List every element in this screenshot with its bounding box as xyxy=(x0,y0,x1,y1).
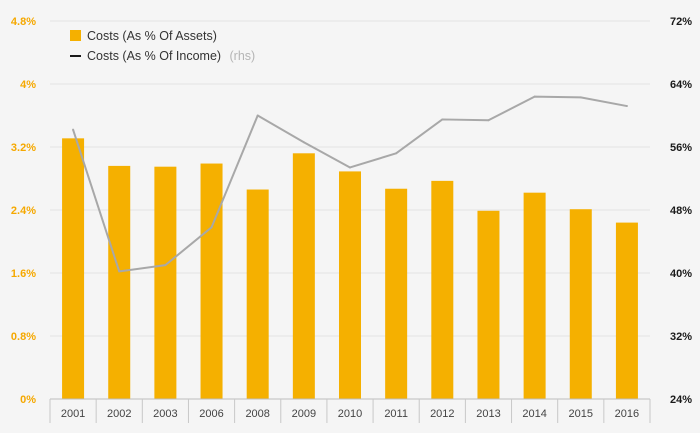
x-tick-label: 2008 xyxy=(245,408,269,420)
bar xyxy=(431,180,454,399)
line-point xyxy=(441,118,444,121)
y-left-tick-label: 2.4% xyxy=(11,205,36,217)
legend-line-label: Costs (As % Of Income) (rhs) xyxy=(87,47,255,64)
y-left-tick-label: 4% xyxy=(20,79,36,91)
legend-bar-swatch xyxy=(70,30,81,41)
line-point xyxy=(625,105,628,108)
bar-series xyxy=(62,138,638,399)
line-point xyxy=(118,270,121,273)
legend-line-name: Costs (As % Of Income) xyxy=(87,49,221,63)
axes: 0% 24% 0.8% 32% 1.6% 40% 2.4% 48% 3.2% 56% 4% 64% 4.… xyxy=(11,16,692,423)
y-right-tick-label: 40% xyxy=(670,268,692,280)
line-point xyxy=(533,95,536,98)
bar xyxy=(569,209,592,399)
bar xyxy=(62,138,85,399)
legend-bar-label: Costs (As % Of Assets) xyxy=(87,29,217,43)
legend-line-suffix: (rhs) xyxy=(230,49,256,63)
x-tick-label: 2009 xyxy=(292,408,316,420)
y-right-tick-label: 56% xyxy=(670,142,692,154)
x-tick-label: 2006 xyxy=(199,408,223,420)
x-tick-label: 2016 xyxy=(615,408,639,420)
line-series xyxy=(72,95,628,273)
x-tick-label: 2013 xyxy=(476,408,500,420)
x-tick-label: 2002 xyxy=(107,408,131,420)
y-left-tick-label: 1.6% xyxy=(11,268,36,280)
x-tick-label: 2010 xyxy=(338,408,362,420)
x-tick-label: 2003 xyxy=(153,408,177,420)
y-left-tick-label: 3.2% xyxy=(11,142,36,154)
y-right-tick-label: 24% xyxy=(670,394,692,406)
y-right-tick-label: 32% xyxy=(670,331,692,343)
x-tick-label: 2014 xyxy=(522,408,546,420)
line-point xyxy=(164,264,167,267)
line-point xyxy=(210,226,213,229)
line-point xyxy=(72,128,75,131)
bar xyxy=(477,210,500,399)
x-tick-label: 2012 xyxy=(430,408,454,420)
line-point xyxy=(256,114,259,117)
bar xyxy=(292,153,315,399)
y-left-tick-label: 0% xyxy=(20,394,36,406)
bar xyxy=(246,189,269,399)
line-point xyxy=(349,166,351,169)
bar xyxy=(615,222,638,399)
bar xyxy=(200,163,223,399)
bar xyxy=(154,166,177,399)
line-point xyxy=(487,119,490,122)
line-point xyxy=(395,152,398,155)
x-tick-label: 2011 xyxy=(384,408,408,420)
bar xyxy=(108,165,131,399)
x-tick-label: 2015 xyxy=(569,408,593,420)
y-right-tick-label: 72% xyxy=(670,16,692,28)
legend: Costs (As % Of Assets) Costs (As % Of In… xyxy=(70,29,255,64)
y-left-tick-label: 0.8% xyxy=(11,331,36,343)
bar xyxy=(339,171,361,399)
line-point xyxy=(579,96,582,99)
x-tick-label: 2001 xyxy=(61,408,85,420)
bar xyxy=(385,188,408,399)
y-right-tick-label: 48% xyxy=(670,205,692,217)
y-left-tick-label: 4.8% xyxy=(11,16,36,28)
bar xyxy=(523,192,546,399)
line-point xyxy=(302,141,305,144)
y-right-tick-label: 64% xyxy=(670,79,692,91)
